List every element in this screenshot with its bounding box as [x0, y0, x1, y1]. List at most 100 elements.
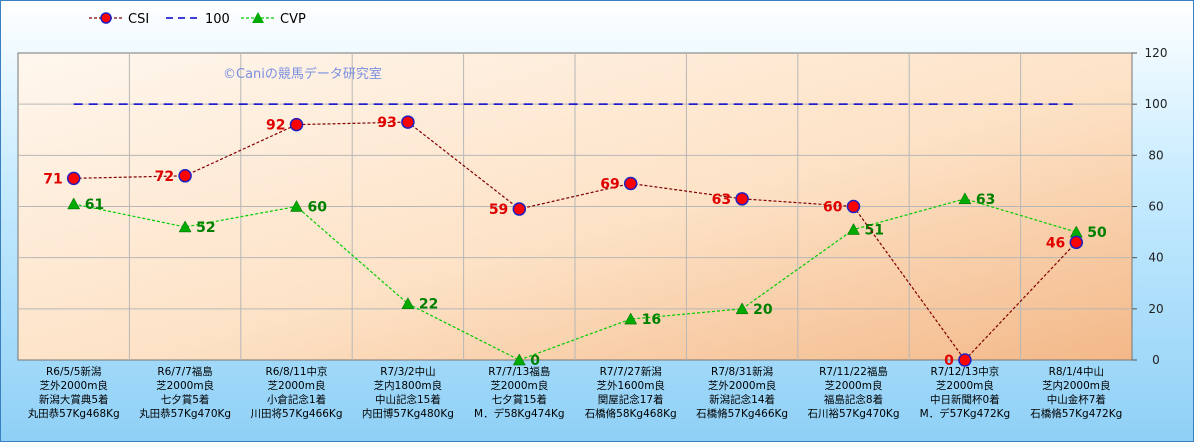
cvp-point [512, 353, 526, 366]
csi-point [623, 176, 638, 191]
x-category-label: 石川裕57Kg470Kg [807, 407, 899, 420]
y-tick-label: 20 [1148, 302, 1163, 316]
x-category-label: 芝内2000m良 [1042, 379, 1110, 392]
legend-csi-label: CSI [128, 12, 149, 27]
x-category-label: 芝2000m良 [156, 379, 214, 392]
x-category-label: 芝外2000m良 [39, 379, 107, 392]
csi-point [846, 199, 861, 214]
cvp-data-label: 61 [85, 197, 104, 213]
csi-point [958, 353, 972, 367]
csi-point [512, 202, 527, 216]
legend-100-label: 100 [205, 12, 230, 27]
cvp-data-label: 16 [642, 312, 661, 328]
x-category-label: 芝2000m良 [825, 379, 883, 392]
cvp-point [178, 220, 192, 233]
y-tick-label: 40 [1148, 251, 1163, 265]
x-category-label: 新潟記念14着 [709, 393, 775, 406]
y-axis: 0 20 40 60 80 100 120 [1132, 46, 1167, 367]
x-category-label: R7/7/27新潟 [600, 365, 662, 378]
cvp-data-label: 63 [976, 192, 995, 208]
cvp-point [735, 302, 749, 315]
cvp-data-label: 52 [196, 220, 215, 236]
csi-point [289, 117, 304, 132]
x-category-label: 芝2000m良 [268, 379, 326, 392]
csi-data-label: 46 [1046, 235, 1065, 251]
cvp-data-label: 51 [865, 223, 884, 239]
csi-data-label: 92 [266, 118, 285, 134]
x-category-label: 芝内1800m良 [374, 379, 442, 392]
cvp-point [290, 199, 303, 212]
cvp-point [401, 297, 415, 309]
cvp-point [67, 197, 81, 210]
x-category-label: R7/8/31新潟 [711, 365, 773, 378]
x-category-label: 小倉記念1着 [267, 393, 326, 406]
x-category-label: 石橋脩57Kg472Kg [1030, 407, 1122, 420]
cvp-data-label: 0 [530, 353, 540, 369]
x-category-label: 新潟大賞典5着 [39, 393, 109, 406]
x-category-label: 中日新聞杯0着 [930, 393, 1000, 406]
y-tick-label: 120 [1145, 46, 1168, 60]
x-category-label: R7/7/13福島 [488, 365, 550, 378]
csi-data-label: 71 [43, 171, 62, 187]
legend: CSI 100 CVP [89, 12, 306, 27]
x-category-label: 丸田恭57Kg468Kg [28, 407, 120, 420]
legend-cvp-marker [252, 12, 264, 23]
cvp-point [847, 223, 860, 235]
x-category-label: 中山金杯7着 [1047, 393, 1106, 406]
x-category-label: 石橋脩58Kg468Kg [585, 407, 677, 420]
x-category-label: R7/11/22福島 [819, 365, 888, 378]
x-axis-categories: R6/5/5新潟芝外2000m良新潟大賞典5着丸田恭57Kg468KgR6/7/… [28, 365, 1123, 420]
x-category-label: 芝外1600m良 [596, 379, 664, 392]
series-layer: 61 52 60 22 0 16 20 51 63 50 71 72 92 93 59 69 63 60 0 46 [43, 103, 1107, 369]
x-category-label: R6/5/5新潟 [46, 365, 101, 378]
legend-cvp-label: CVP [280, 12, 306, 27]
x-category-label: R6/7/7福島 [157, 365, 212, 378]
y-tick-label: 0 [1152, 353, 1160, 367]
csi-point [401, 115, 415, 129]
csi-point [1069, 235, 1084, 250]
watermark: ©Caniの競馬データ研究室 [223, 66, 382, 82]
cvp-data-label: 60 [308, 200, 328, 216]
csi-data-label: 63 [712, 192, 731, 208]
x-category-label: 芝2000m良 [490, 379, 548, 392]
x-category-label: 内田博57Kg480Kg [362, 407, 454, 420]
cvp-data-label: 20 [753, 302, 773, 318]
x-category-label: R8/1/4中山 [1049, 365, 1104, 378]
csi-data-label: 59 [489, 202, 508, 218]
x-category-label: 中山記念15着 [375, 393, 441, 406]
cvp-data-label: 50 [1087, 225, 1107, 241]
x-category-label: R7/3/2中山 [380, 365, 435, 378]
y-tick-label: 60 [1148, 200, 1163, 214]
y-tick-label: 100 [1145, 97, 1168, 111]
y-tick-label: 80 [1148, 148, 1163, 162]
csi-point [66, 171, 81, 186]
x-category-label: 川田将57Kg466Kg [250, 408, 342, 420]
x-category-label: R7/12/13中京 [931, 365, 1000, 378]
csi-data-label: 72 [155, 169, 174, 185]
x-category-label: 福島記念8着 [824, 393, 883, 406]
csi-data-label: 69 [600, 176, 619, 192]
x-category-label: R6/8/11中京 [265, 365, 327, 378]
x-category-label: 関屋記念17着 [598, 393, 664, 406]
legend-csi-marker [100, 12, 112, 24]
csi-data-label: 60 [823, 200, 843, 216]
x-category-label: 丸田恭57Kg470Kg [139, 407, 231, 420]
csi-point [178, 169, 192, 183]
csi-point [735, 192, 749, 206]
csi-data-label: 93 [377, 115, 396, 131]
cvp-point [624, 312, 638, 325]
x-category-label: 芝外2000m良 [708, 379, 776, 392]
x-category-label: M．デ58Kg474Kg [474, 407, 565, 420]
csi-data-label: 0 [944, 353, 954, 369]
series-csi-line [73, 121, 1077, 361]
x-category-label: 七夕賞15着 [492, 393, 547, 406]
x-category-label: 七夕賞5着 [161, 393, 210, 406]
x-category-label: 芝2000m良 [936, 379, 994, 392]
cvp-data-label: 22 [419, 297, 438, 313]
series-cvp-line [73, 198, 1077, 361]
cvp-point [958, 192, 972, 205]
x-category-label: M．デ57Kg472Kg [920, 407, 1011, 420]
x-category-label: 石橋脩57Kg466Kg [696, 407, 788, 420]
